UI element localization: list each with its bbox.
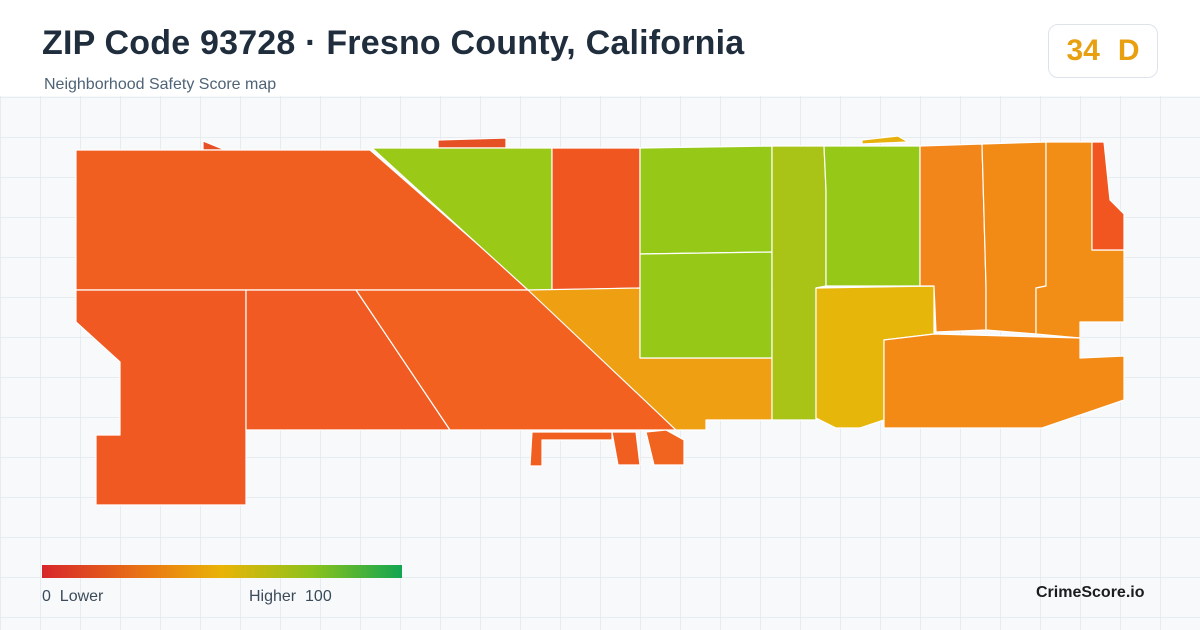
map-region-south-strip-left[interactable] xyxy=(529,431,613,467)
safety-score-grade: D xyxy=(1117,34,1140,67)
legend-high-value: 100 xyxy=(305,588,332,605)
map-region-north-sliver-yellow[interactable] xyxy=(861,135,909,145)
legend-low-value: 0 xyxy=(42,588,51,605)
legend-high-label: Higher xyxy=(249,588,297,605)
map-region-south-strip-mid[interactable] xyxy=(611,431,641,466)
map-region-green-north-center[interactable] xyxy=(639,145,773,255)
page-title: ZIP Code 93728 · Fresno County, Californ… xyxy=(42,24,745,62)
brand-logo-text[interactable]: CrimeScore.io xyxy=(1036,584,1145,601)
map-region-north-sliver-red[interactable] xyxy=(202,140,226,151)
safety-score-badge: 34 D xyxy=(1048,24,1158,78)
page-subtitle: Neighborhood Safety Score map xyxy=(44,76,277,93)
map-region-north-sliver-red[interactable] xyxy=(437,137,507,149)
map-region-north-red-block[interactable] xyxy=(551,147,641,291)
map-region-east-orange-bottom[interactable] xyxy=(883,333,1125,429)
map-region-south-strip-right[interactable] xyxy=(645,429,685,466)
map-region-west-lower[interactable] xyxy=(75,289,247,506)
map-region-east-red-edge[interactable] xyxy=(1091,141,1125,251)
legend-color-scale xyxy=(42,565,402,578)
map-region-green-east[interactable] xyxy=(823,145,921,287)
legend-high: Higher 100 xyxy=(249,588,332,606)
legend-low: 0 Lower xyxy=(42,588,103,606)
header-band xyxy=(0,0,1200,96)
map-region-green-mid-center[interactable] xyxy=(639,251,773,359)
legend-low-label: Lower xyxy=(59,588,104,605)
safety-score-value: 34 xyxy=(1066,34,1100,67)
